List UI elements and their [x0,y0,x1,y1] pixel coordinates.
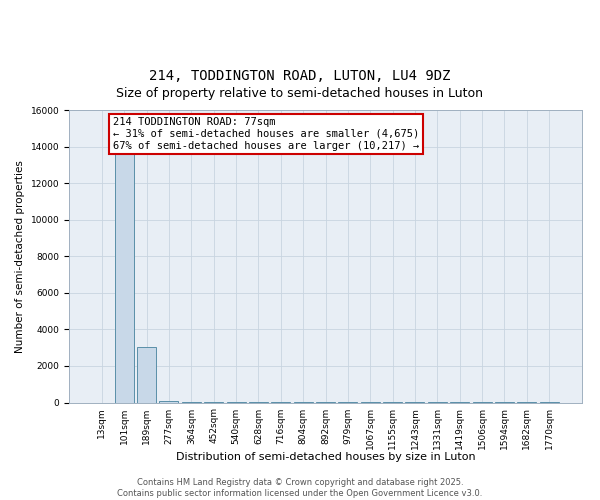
Text: 214, TODDINGTON ROAD, LUTON, LU4 9DZ: 214, TODDINGTON ROAD, LUTON, LU4 9DZ [149,68,451,82]
Bar [137,346,156,403]
Bar [115,143,134,403]
Text: Size of property relative to semi-detached houses in Luton: Size of property relative to semi-detach… [116,87,484,100]
X-axis label: Distribution of semi-detached houses by size in Luton: Distribution of semi-detached houses by … [176,452,475,462]
Y-axis label: Number of semi-detached properties: Number of semi-detached properties [15,160,25,352]
Text: Contains HM Land Registry data © Crown copyright and database right 2025.
Contai: Contains HM Land Registry data © Crown c… [118,478,482,498]
Text: 214 TODDINGTON ROAD: 77sqm
← 31% of semi-detached houses are smaller (4,675)
67%: 214 TODDINGTON ROAD: 77sqm ← 31% of semi… [113,118,419,150]
